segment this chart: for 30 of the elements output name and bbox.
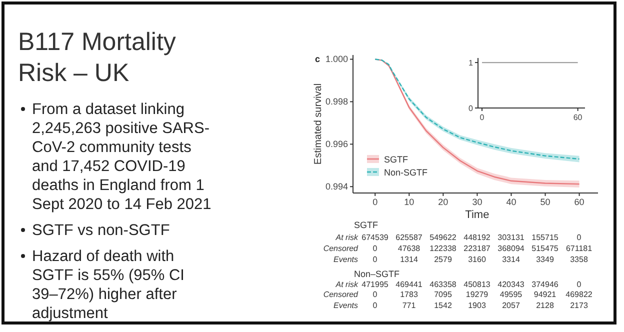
y-tick-label: 1 [468,58,474,68]
text: Events 0 1314 2579 3160 3314 3349 3358 [334,255,588,264]
x-tick-label: 10 [404,197,414,207]
text: Events 0 771 1542 1903 2057 2128 2173 [334,301,588,310]
y-tick-label: 0.994 [325,182,348,192]
x-tick-label: 50 [540,197,550,207]
text: Censored 0 1783 7095 19279 49595 94921 469822 [323,290,592,299]
y-axis-title: Estimated survival [313,83,324,165]
x-tick-label: 40 [506,197,516,207]
y-tick-label: 1.000 [325,54,348,64]
text: At risk 471995 469441 463358 450813 420343 374946 0 [336,280,582,289]
x-tick-label: 0 [372,197,378,207]
text: At risk 674539 625587 549622 448192 303131 155715 0 [336,233,582,242]
text: SGTF vs non-SGTF [32,222,170,239]
y-tick-label: 0.996 [325,139,348,150]
x-tick-label: 20 [438,197,448,207]
y-tick-label: 0.998 [325,96,348,107]
x-axis-title: Time [465,209,490,221]
text: Non–SGTF [354,269,400,279]
legend-label: SGTF [384,154,408,164]
text: Censored 0 47638 122338 223187 368094 515475 671181 [323,244,592,253]
text: From a dataset linking 2,245,263 positive SARS-CoV-2 community tests and 17,452 COVID-19 deaths in England from 1 Sept 2020 to 14 Feb 2021 [32,101,212,213]
legend-label: Non-SGTF [384,168,428,178]
x-tick-label: 60 [573,113,583,122]
x-tick-label: 60 [574,197,584,207]
text: B117 Mortality Risk – UK [18,28,176,87]
text: Hazard of death with SGTF is 55% (95% CI 39–72%) higher after adjustment [32,248,184,322]
x-tick-label: 30 [472,197,482,207]
text: c [315,54,320,64]
text: SGTF [354,220,378,230]
